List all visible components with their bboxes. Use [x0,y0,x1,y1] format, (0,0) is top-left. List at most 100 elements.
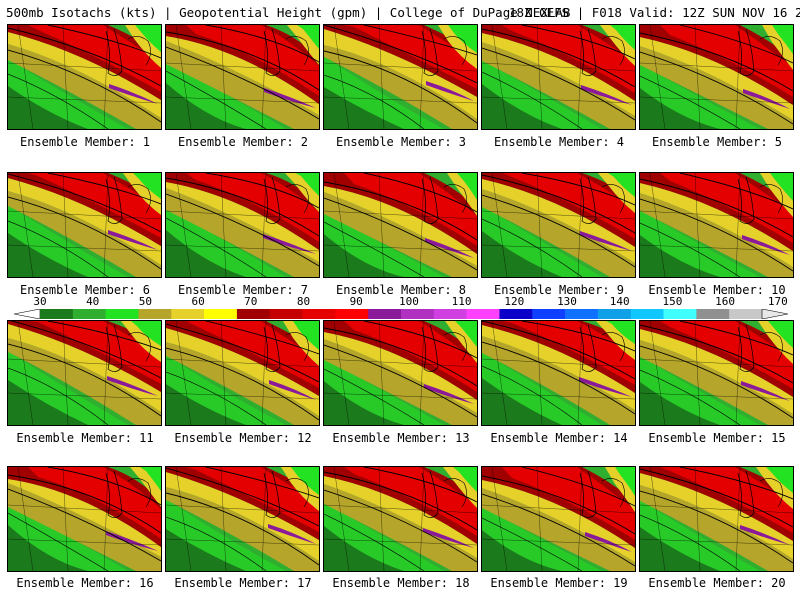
colorbar-tick-label: 80 [296,295,311,308]
colorbar-tick-label: 130 [557,295,577,308]
colorbar-tick-label: 170 [767,295,788,308]
ensemble-member-label: Ensemble Member: 17 [174,576,312,590]
colorbar-right-arrow [761,309,788,319]
isotach-map [166,467,319,571]
colorbar-tick-label: 160 [715,295,736,308]
colorbar-segment [105,309,139,319]
ensemble-member-label: Ensemble Member: 11 [16,431,154,445]
ensemble-member-map [639,320,794,426]
isotach-map [166,173,319,277]
ensemble-member-label: Ensemble Member: 10 [648,283,786,297]
isotach-map [166,25,319,129]
ensemble-member-label: Ensemble Member: 4 [493,135,625,149]
colorbar-tick-label: 60 [191,295,205,308]
colorbar-segment [302,309,336,319]
isotach-map [640,25,793,129]
ensemble-member-label: Ensemble Member: 19 [490,576,628,590]
colorbar-segment [138,309,172,319]
isotach-map [8,173,161,277]
ensemble-member-label: Ensemble Member: 7 [177,283,309,297]
isotach-map [482,321,635,425]
colorbar-segment [72,309,106,319]
colorbar-segment [204,309,238,319]
ensemble-member-label: Ensemble Member: 14 [490,431,628,445]
ensemble-member-map [323,320,478,426]
colorbar-tick-label: 120 [504,295,525,308]
ensemble-member-map [639,172,794,278]
colorbar-tick-labels: 30 40 50 60 70 80 90 100 110 120 130 140 150 160 170 [20,296,790,308]
chart-header: 500mb Isotachs (kts) | Geopotential Heig… [6,4,800,22]
header-valid-time: 18Z GEFS | F018 Valid: 12Z SUN NOV 16 20… [509,5,800,20]
ensemble-member-map [7,466,162,572]
colorbar-tick-label: 50 [138,295,153,308]
ensemble-member-map [323,466,478,572]
ensemble-member-map [7,24,162,130]
isotach-map [324,321,477,425]
colorbar-segment [368,309,402,319]
ensemble-member-label: Ensemble Member: 13 [332,431,470,445]
isotach-map [482,467,635,571]
ensemble-member-map [323,172,478,278]
colorbar-segment [269,309,303,319]
isotach-map [324,25,477,129]
ensemble-member-map [481,172,636,278]
ensemble-member-map [7,172,162,278]
isotach-map [166,321,319,425]
ensemble-member-label: Ensemble Member: 12 [174,431,312,445]
colorbar-segment [499,309,533,319]
ensemble-member-map [639,24,794,130]
colorbar [14,309,788,319]
colorbar-segment [663,309,697,319]
colorbar-tick-label: 140 [609,295,630,308]
colorbar-segment [729,309,763,319]
ensemble-member-label: Ensemble Member: 9 [493,283,625,297]
colorbar-tick-label: 150 [662,295,683,308]
isotach-map [8,467,161,571]
colorbar-segment [466,309,500,319]
isotach-map [640,321,793,425]
colorbar-segment [532,309,566,319]
ensemble-member-label: Ensemble Member: 8 [335,283,467,297]
colorbar-tick-label: 90 [349,295,363,308]
ensemble-member-map [481,320,636,426]
ensemble-member-map [165,466,320,572]
ensemble-member-map [165,24,320,130]
ensemble-member-label: Ensemble Member: 3 [335,135,467,149]
ensemble-member-label: Ensemble Member: 18 [332,576,470,590]
colorbar-left-arrow [14,309,41,319]
ensemble-member-map [323,24,478,130]
isotach-map [640,467,793,571]
colorbar-segment [236,309,271,319]
colorbar-segment [565,309,599,319]
ensemble-member-map [481,24,636,130]
isotach-map [324,173,477,277]
ensemble-member-label: Ensemble Member: 20 [648,576,786,590]
colorbar-segment [401,309,435,319]
ensemble-member-label: Ensemble Member: 6 [19,283,151,297]
isotach-map [324,467,477,571]
colorbar-segment [40,309,74,319]
ensemble-member-label: Ensemble Member: 15 [648,431,786,445]
colorbar-segment [171,309,205,319]
isotach-map [8,25,161,129]
colorbar-segment [630,309,664,319]
ensemble-member-map [481,466,636,572]
ensemble-member-map [7,320,162,426]
ensemble-member-label: Ensemble Member: 2 [177,135,309,149]
colorbar-segment [433,309,467,319]
ensemble-member-map [165,320,320,426]
isotach-map [482,173,635,277]
colorbar-segment [597,309,632,319]
colorbar-segment [696,309,730,319]
colorbar-tick-label: 70 [244,295,258,308]
colorbar-tick-label: 40 [86,295,100,308]
colorbar-tick-label: 30 [33,295,47,308]
ensemble-member-map [639,466,794,572]
header-title: 500mb Isotachs (kts) | Geopotential Heig… [6,5,571,20]
colorbar-segment [335,309,369,319]
colorbar-tick-label: 100 [398,295,419,308]
isotach-map [8,321,161,425]
ensemble-member-label: Ensemble Member: 16 [16,576,154,590]
isotach-map [482,25,635,129]
ensemble-member-label: Ensemble Member: 5 [651,135,783,149]
